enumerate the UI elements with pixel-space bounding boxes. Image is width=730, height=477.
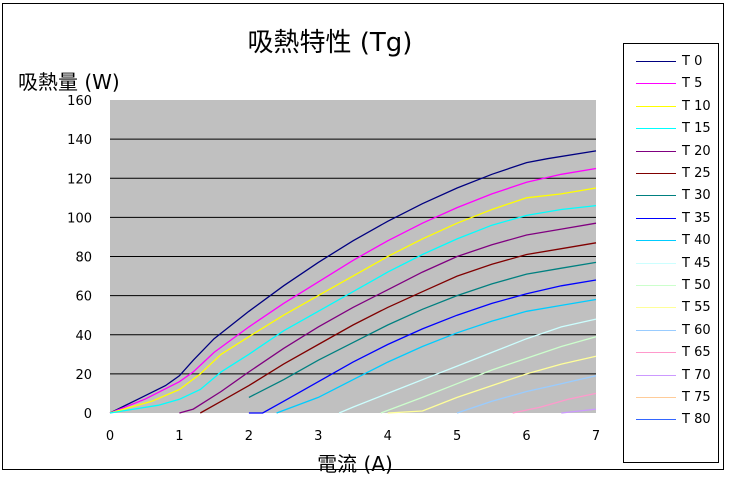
legend-label: T 35 — [682, 210, 711, 226]
x-tick-label-0: 0 — [106, 429, 114, 444]
legend-item: T 25 — [624, 163, 720, 185]
series-line-t30 — [248, 261, 597, 398]
legend-label: T 80 — [682, 412, 711, 428]
series-line-t60 — [456, 375, 597, 414]
y-tick-label-0: 0 — [84, 407, 92, 422]
legend-swatch — [636, 374, 676, 376]
series-line-t0 — [109, 150, 597, 414]
y-tick-label-160: 160 — [67, 94, 92, 109]
y-tick-label-100: 100 — [67, 211, 92, 226]
legend-swatch — [636, 173, 676, 174]
legend-label: T 65 — [682, 345, 711, 361]
legend-item: T 60 — [624, 320, 720, 342]
legend-swatch — [636, 217, 676, 219]
legend-swatch — [636, 397, 676, 398]
legend-item: T 65 — [624, 342, 720, 364]
legend-label: T 60 — [682, 322, 711, 338]
series-line-t70 — [561, 408, 597, 414]
legend-swatch — [636, 352, 676, 354]
legend-item: T 75 — [624, 387, 720, 409]
legend-item: T 35 — [624, 208, 720, 230]
series-line-t65 — [512, 392, 597, 414]
legend-item: T 55 — [624, 297, 720, 319]
legend-swatch — [636, 61, 676, 62]
series-line-t40 — [276, 298, 597, 414]
series-line-t15 — [109, 204, 597, 414]
x-tick-label-3: 3 — [314, 429, 322, 444]
legend-label: T 75 — [682, 390, 711, 405]
legend-item: T 10 — [624, 96, 720, 118]
x-tick-label-4: 4 — [384, 429, 392, 444]
legend-swatch — [636, 240, 676, 242]
legend-swatch — [636, 195, 676, 197]
legend-label: T 15 — [682, 121, 711, 137]
legend-item: T 40 — [624, 230, 720, 252]
x-tick-label-7: 7 — [592, 429, 600, 444]
series-line-t10 — [109, 187, 597, 414]
legend-item: T 30 — [624, 185, 720, 207]
y-tick-label-20: 20 — [75, 368, 92, 383]
y-tick-label-80: 80 — [75, 251, 92, 266]
legend-label: T 20 — [682, 143, 711, 159]
legend-swatch — [636, 150, 676, 152]
legend-item: T 20 — [624, 141, 720, 163]
y-tick-label-120: 120 — [67, 172, 92, 187]
legend-item: T 70 — [624, 365, 720, 387]
series-line-t55 — [387, 355, 597, 414]
legend-label: T 45 — [682, 255, 711, 271]
series-line-t5 — [109, 167, 597, 414]
legend-item: T 50 — [624, 275, 720, 297]
legend-label: T 5 — [682, 76, 703, 92]
series-line-t25 — [199, 242, 597, 414]
legend-swatch — [636, 285, 676, 286]
x-axis-label: 電流 (A) — [317, 452, 393, 476]
y-tick-label-60: 60 — [75, 290, 92, 305]
legend-swatch — [636, 128, 676, 130]
y-tick-label-140: 140 — [67, 133, 92, 148]
legend-label: T 55 — [682, 300, 711, 316]
legend-item: T 45 — [624, 253, 720, 275]
x-tick-label-5: 5 — [453, 429, 461, 444]
legend-label: T 25 — [682, 166, 711, 181]
legend-swatch — [636, 83, 676, 85]
series-line-t50 — [380, 336, 597, 414]
legend: T 0 T 5 T 10 T 15 T 20 T 25 T 30 T 35 T 40 T 45 T … — [623, 43, 719, 463]
legend-label: T 40 — [682, 233, 711, 249]
legend-label: T 50 — [682, 278, 711, 293]
legend-swatch — [636, 329, 676, 331]
y-tick-label-40: 40 — [75, 329, 92, 344]
legend-swatch — [636, 307, 676, 309]
x-tick-label-2: 2 — [245, 429, 253, 444]
x-tick-label-1: 1 — [175, 429, 183, 444]
y-axis-label: 吸熱量 (W) — [18, 70, 120, 94]
legend-label: T 30 — [682, 188, 711, 204]
series-line-t20 — [179, 222, 597, 414]
legend-swatch — [636, 105, 676, 107]
x-tick-label-6: 6 — [522, 429, 530, 444]
legend-item: T 80 — [624, 409, 720, 431]
legend-item: T 5 — [624, 73, 720, 95]
legend-swatch — [636, 419, 676, 421]
legend-swatch — [636, 262, 676, 264]
series-line-t45 — [338, 318, 597, 414]
chart-title: 吸熱特性 (Tg) — [247, 28, 413, 58]
legend-label: T 70 — [682, 367, 711, 383]
legend-label: T 10 — [682, 98, 711, 114]
series-line-t35 — [248, 279, 597, 414]
legend-label: T 0 — [682, 54, 703, 69]
legend-item: T 0 — [624, 51, 720, 73]
legend-item: T 15 — [624, 118, 720, 140]
